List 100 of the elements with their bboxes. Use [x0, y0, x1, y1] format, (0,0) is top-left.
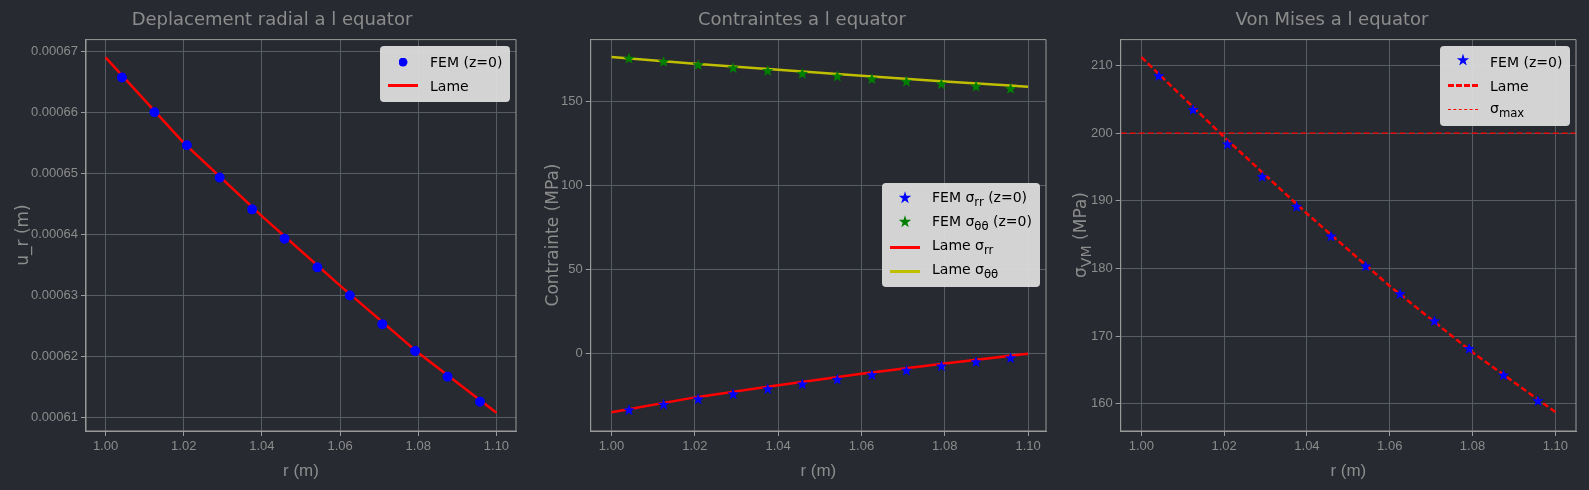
point [1497, 369, 1510, 381]
y-axis-title: Contrainte (MPa) [542, 163, 562, 307]
x-tick-label: 1.06 [848, 438, 875, 454]
point [1187, 104, 1199, 115]
point [831, 373, 844, 385]
y-tick-label: 0 [575, 345, 583, 361]
point [475, 396, 486, 407]
x-tick-label: 1.00 [1128, 438, 1155, 454]
x-tick-label: 1.08 [1459, 438, 1486, 454]
chart-title: Deplacement radial a l equator [131, 8, 413, 30]
point [1290, 200, 1303, 212]
point [935, 78, 948, 90]
point [1532, 395, 1544, 407]
legend-label: Lame σ$_{θθ}$ [932, 261, 999, 282]
point [344, 290, 355, 301]
x-tick-label: 1.02 [1211, 438, 1237, 454]
point [900, 364, 913, 376]
point [623, 404, 635, 416]
x-tick-label: 1.06 [327, 438, 353, 454]
point [1394, 288, 1406, 300]
point [1325, 230, 1337, 242]
legend-label: FEM (z=0) [1490, 53, 1563, 70]
x-axis-title: r (m) [1330, 461, 1367, 481]
point [116, 72, 127, 83]
y-tick-label: 0.00061 [30, 409, 78, 425]
point [1360, 260, 1372, 272]
y-axis-title: u_r (m) [12, 204, 32, 267]
point [1221, 138, 1234, 150]
y-tick-label: 0.00066 [30, 103, 78, 119]
point [970, 80, 982, 92]
y-tick-label: 180 [1090, 260, 1113, 276]
point [442, 371, 453, 382]
point [796, 67, 809, 79]
legend-label: FEM σ$_{rr}$ (z=0) [932, 189, 1028, 210]
x-tick-label: 1.10 [1542, 438, 1568, 454]
x-tick-label: 1.04 [1294, 438, 1320, 454]
point [935, 360, 948, 372]
legend-label: σ$_{max}$ [1490, 99, 1525, 120]
point [1463, 343, 1475, 354]
point [214, 172, 225, 183]
x-axis-title: r (m) [283, 461, 319, 481]
point [831, 70, 844, 82]
point [181, 140, 192, 151]
y-tick-label: 100 [560, 177, 583, 193]
point [410, 346, 421, 357]
point [866, 73, 878, 85]
x-tick-label: 1.10 [1015, 438, 1041, 454]
x-tick-label: 1.00 [598, 438, 625, 454]
y-tick-label: 160 [1090, 395, 1113, 411]
point [247, 204, 258, 215]
point [727, 388, 739, 400]
point [796, 378, 809, 390]
point [900, 75, 913, 87]
y-tick-label: 0.00062 [30, 348, 78, 364]
point [657, 398, 670, 410]
point [1428, 315, 1441, 327]
y-tick-label: 210 [1090, 56, 1113, 72]
point [623, 52, 635, 64]
y-tick-label: 0.00065 [30, 164, 78, 180]
point [312, 262, 323, 273]
point [149, 107, 160, 118]
chart-title: Contraintes a l equator [697, 8, 907, 30]
x-tick-label: 1.08 [932, 438, 958, 454]
point [727, 62, 739, 74]
y-tick-label: 150 [560, 93, 583, 109]
x-tick-label: 1.04 [249, 438, 275, 454]
y-tick-label: 170 [1090, 327, 1113, 343]
y-tick-label: 0.00064 [30, 225, 78, 241]
point [866, 369, 878, 381]
y-tick-label: 0.00063 [30, 287, 78, 303]
x-tick-label: 1.04 [765, 438, 791, 454]
point [279, 233, 290, 244]
point [1004, 352, 1017, 364]
point [1256, 171, 1268, 182]
chart-title: Von Mises a l equator [1235, 8, 1430, 30]
y-tick-label: 0.00067 [30, 42, 78, 58]
point [377, 319, 388, 330]
x-tick-label: 1.08 [405, 438, 431, 454]
x-tick-label: 1.00 [92, 438, 119, 454]
y-tick-label: 50 [568, 261, 583, 277]
point [762, 383, 774, 395]
legend-label: Lame σ$_{rr}$ [932, 237, 994, 258]
legend-label: FEM σ$_{θθ}$ (z=0) [932, 213, 1032, 234]
point [692, 393, 704, 405]
legend-label: Lame [430, 77, 469, 94]
legend-label: Lame [1490, 77, 1529, 94]
x-tick-label: 1.06 [1377, 438, 1403, 454]
x-tick-label: 1.02 [682, 438, 708, 454]
x-axis-title: r (m) [800, 461, 837, 481]
point [970, 356, 982, 368]
y-tick-label: 190 [1090, 192, 1113, 208]
x-tick-label: 1.02 [171, 438, 197, 454]
y-tick-label: 200 [1090, 124, 1113, 140]
point [762, 65, 774, 76]
point [692, 59, 704, 70]
legend-label: FEM (z=0) [430, 53, 503, 70]
point [1004, 83, 1017, 94]
point [1153, 70, 1165, 82]
point [657, 55, 670, 67]
x-tick-label: 1.10 [483, 438, 510, 454]
